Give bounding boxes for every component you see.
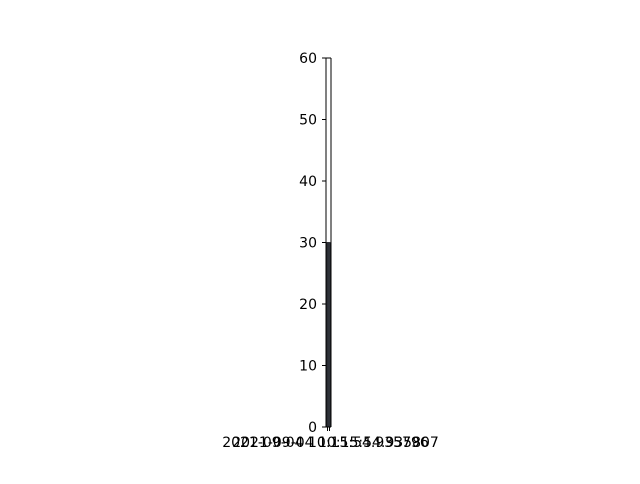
bars-layer xyxy=(325,242,331,428)
y-tick-label-0: 0 xyxy=(308,420,317,436)
y-tick-label-3: 30 xyxy=(299,236,317,252)
x-tick-label-0: 2021-09-04 10:15:54.935796 xyxy=(222,435,429,451)
y-tick-label-6: 60 xyxy=(299,51,317,67)
y-tick-label-1: 10 xyxy=(299,359,317,375)
y-ticks-layer: 0 10 20 30 40 50 60 xyxy=(299,51,326,436)
bar-1 xyxy=(326,242,331,428)
x-tick-label-1: 2021-09-04 10:15:54.935807 xyxy=(232,435,439,451)
y-tick-label-5: 50 xyxy=(299,113,317,129)
y-tick-label-2: 20 xyxy=(299,297,317,313)
y-tick-label-4: 40 xyxy=(299,174,317,190)
